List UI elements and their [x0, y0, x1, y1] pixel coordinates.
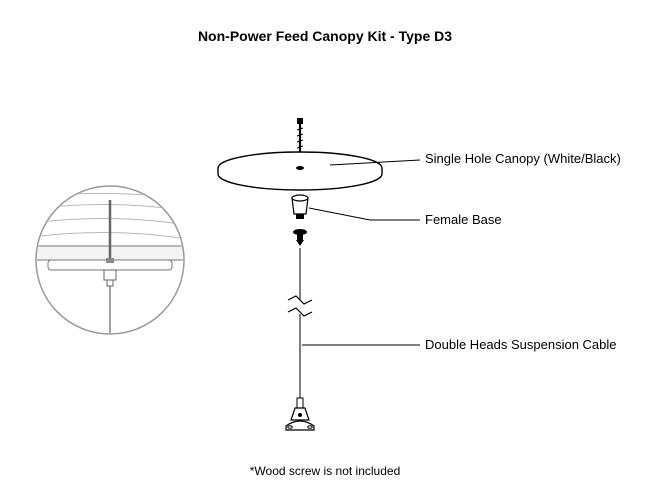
collar-icon	[293, 229, 307, 246]
canopy-icon	[218, 152, 382, 190]
label-suspension-cable: Double Heads Suspension Cable	[425, 337, 617, 352]
main-diagram	[0, 0, 650, 502]
label-canopy: Single Hole Canopy (White/Black)	[425, 151, 621, 166]
label-female-base: Female Base	[425, 212, 502, 227]
female-base-icon	[292, 195, 308, 219]
main-assembly	[218, 118, 382, 430]
gripper-head-icon	[286, 398, 314, 430]
diagram-footnote: *Wood screw is not included	[0, 464, 650, 478]
